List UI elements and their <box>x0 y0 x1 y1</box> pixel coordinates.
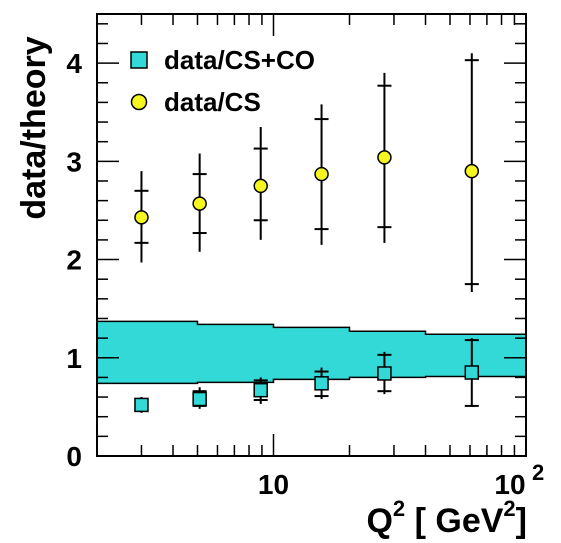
square-marker <box>253 382 268 398</box>
circle-marker <box>464 163 480 179</box>
tick-labels: 0 1 2 3 4 10 10 2 <box>66 48 544 500</box>
theory-band <box>96 320 527 385</box>
x-tick-label-100-exponent: 2 <box>532 460 544 485</box>
y-tick-label: 1 <box>66 343 82 374</box>
data-point-data-cs-0 <box>134 171 149 263</box>
data-point-data-cs-1 <box>192 153 207 252</box>
y-tick-label: 0 <box>66 441 82 472</box>
legend-marker-data-cs <box>130 93 148 111</box>
x-axis-label-mid: [ GeV <box>405 502 504 540</box>
circle-marker <box>253 178 268 194</box>
y-axis-label: data/theory <box>15 36 53 219</box>
data-point-data-cs-3 <box>314 104 329 245</box>
x-axis-label-end: ] <box>516 502 527 540</box>
circle-marker <box>192 196 207 211</box>
legend-label-data-cs-co: data/CS+CO <box>164 45 315 75</box>
y-tick-label: 2 <box>66 245 82 276</box>
data-point-data-cs-co-3 <box>314 367 329 400</box>
circle-marker <box>314 166 329 182</box>
legend: data/CS+CO data/CS <box>130 45 315 117</box>
square-marker <box>134 397 149 413</box>
data-point-data-cs-co-2 <box>253 377 268 404</box>
x-axis-label-base: Q <box>366 502 392 540</box>
y-tick-label: 3 <box>66 146 82 177</box>
square-marker <box>192 391 207 407</box>
x-axis-label-sup2: 2 <box>503 496 515 521</box>
data-point-data-cs-co-0 <box>134 397 149 413</box>
data-point-data-cs-5 <box>464 53 480 292</box>
data-point-data-cs-2 <box>253 126 268 240</box>
data-point-data-cs-co-1 <box>192 387 207 409</box>
circle-marker <box>377 150 392 165</box>
square-marker <box>464 365 480 380</box>
data-point-data-cs-4 <box>377 72 392 243</box>
axis-ticks <box>96 14 527 457</box>
y-tick-label: 4 <box>66 48 82 79</box>
square-marker <box>377 366 392 381</box>
theory-band-area <box>96 320 527 385</box>
legend-marker-data-cs-co <box>130 51 148 69</box>
x-tick-label: 10 <box>258 469 289 500</box>
x-axis-label-sup1: 2 <box>393 496 405 521</box>
data-points <box>134 53 480 413</box>
square-marker <box>314 376 329 391</box>
plot-frame <box>96 13 527 457</box>
data-point-data-cs-co-4 <box>377 351 392 395</box>
data-point-data-cs-co-5 <box>464 338 480 407</box>
x-tick-label-100-base: 10 <box>494 469 525 500</box>
circle-marker <box>134 210 149 225</box>
x-axis-label: Q2 [ GeV2] <box>366 496 527 540</box>
legend-label-data-cs: data/CS <box>164 87 261 117</box>
